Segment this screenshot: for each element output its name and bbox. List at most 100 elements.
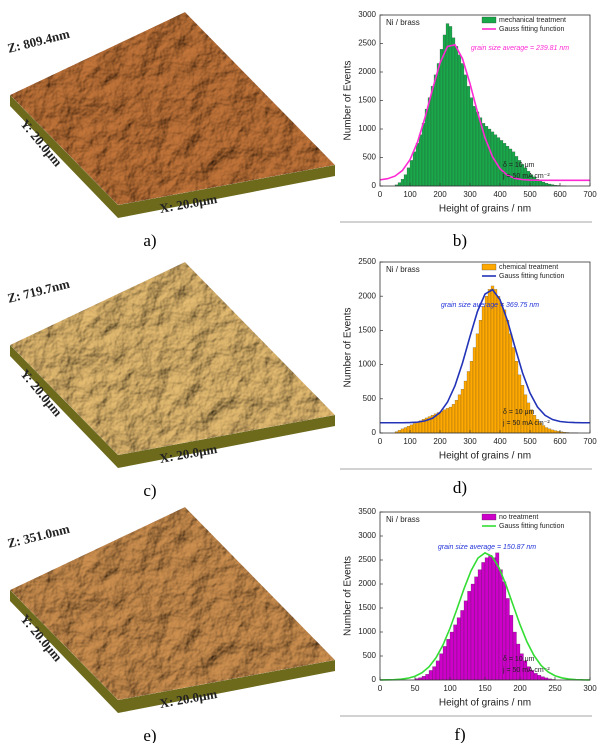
legend-label: no treatment — [499, 514, 538, 521]
bar — [463, 380, 468, 434]
x-tick-label: 50 — [411, 684, 420, 693]
y-tick-label: 0 — [372, 181, 377, 190]
bar — [439, 653, 444, 681]
bar — [451, 37, 456, 187]
y-tick-label: 1000 — [358, 627, 376, 636]
y-tick-label: 2500 — [358, 39, 376, 48]
x-tick-label: 300 — [463, 190, 477, 199]
bar — [446, 639, 451, 681]
x-axis-label: Height of grains / nm — [439, 451, 531, 462]
bar — [538, 180, 543, 187]
bar — [448, 406, 453, 434]
bar — [488, 555, 493, 681]
bar — [409, 160, 414, 187]
bar — [508, 333, 513, 434]
bar — [470, 583, 475, 681]
x-tick-label: 200 — [433, 190, 447, 199]
bar — [481, 562, 486, 681]
x-tick-label: 300 — [463, 437, 477, 446]
bar — [457, 394, 462, 434]
bar — [526, 402, 531, 434]
x-tick-label: 200 — [513, 684, 527, 693]
bar — [472, 106, 477, 187]
bar — [397, 430, 402, 434]
plot-frame — [379, 261, 591, 434]
annotation: grain size average = 239.81 nm — [471, 45, 569, 52]
bar — [421, 676, 426, 681]
bar — [451, 404, 456, 434]
bar — [442, 34, 447, 187]
y-axis-label: Number of Events — [343, 556, 354, 636]
bar — [496, 137, 501, 187]
y-tick-label: 3000 — [358, 531, 376, 540]
bar — [498, 569, 503, 681]
y-tick-label: 500 — [363, 153, 377, 162]
legend-label: Gauss fitting function — [499, 523, 564, 530]
x-tick-label: 100 — [403, 437, 417, 446]
bar — [467, 591, 472, 681]
bar — [474, 576, 479, 681]
legend-label: mechanical treatment — [499, 17, 566, 24]
z-label: Z: 809.4nm — [6, 26, 71, 56]
annotation: grain size average = 150.87 nm — [438, 544, 536, 551]
x-tick-label: 400 — [493, 437, 507, 446]
y-tick-label: 2000 — [358, 291, 376, 300]
x-tick-label: 300 — [583, 684, 597, 693]
bar — [491, 557, 496, 681]
y-tick-label: 1500 — [358, 603, 376, 612]
bar — [412, 423, 417, 434]
afm-surface — [10, 262, 335, 455]
afm-base — [10, 345, 335, 468]
x-tick-label: 150 — [478, 684, 492, 693]
bar — [537, 675, 542, 681]
x-tick-label: 600 — [553, 190, 567, 199]
y-tick-label: 2500 — [358, 555, 376, 564]
legend-swatch — [481, 263, 497, 271]
bar — [544, 427, 549, 434]
bar — [400, 179, 405, 187]
bar — [460, 63, 465, 187]
bar — [505, 320, 510, 434]
x-tick-label: 0 — [378, 684, 383, 693]
bar — [439, 49, 444, 187]
afm-base — [10, 95, 335, 218]
bar — [430, 86, 435, 187]
bar — [406, 167, 411, 187]
bar — [544, 183, 549, 187]
bar — [428, 670, 433, 681]
afm-surface — [10, 12, 335, 205]
bar — [442, 409, 447, 434]
bar — [427, 97, 432, 187]
panel-label: e) — [143, 726, 156, 743]
y-tick-label: 3000 — [358, 10, 376, 19]
annotation: δ = 10 μm — [503, 656, 535, 663]
bar — [424, 108, 429, 187]
bar — [484, 557, 489, 681]
bar — [533, 673, 538, 681]
bar — [454, 400, 459, 434]
bar — [453, 624, 458, 681]
x-tick-label: 0 — [378, 190, 383, 199]
bar — [463, 600, 468, 681]
annotation: j = 50 mA cm⁻² — [502, 420, 550, 427]
bar — [460, 610, 465, 681]
afm-surface — [10, 507, 335, 700]
y-tick-label: 2000 — [358, 579, 376, 588]
bar — [460, 389, 465, 434]
gauss-fit — [380, 288, 590, 424]
x-tick-label: 250 — [548, 684, 562, 693]
bar — [469, 97, 474, 187]
bar — [475, 333, 480, 434]
x-axis-label: Height of grains / nm — [439, 204, 531, 215]
x-tick-label: 600 — [553, 437, 567, 446]
x-tick-label: 700 — [583, 437, 597, 446]
bar — [436, 63, 441, 187]
bar — [406, 426, 411, 434]
bar — [436, 412, 441, 434]
y-tick-label: 1500 — [358, 326, 376, 335]
bar — [477, 569, 482, 681]
